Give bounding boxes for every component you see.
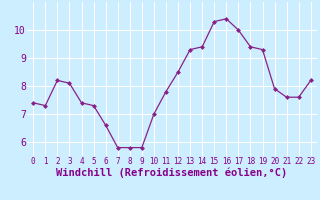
X-axis label: Windchill (Refroidissement éolien,°C): Windchill (Refroidissement éolien,°C) [56, 168, 288, 178]
